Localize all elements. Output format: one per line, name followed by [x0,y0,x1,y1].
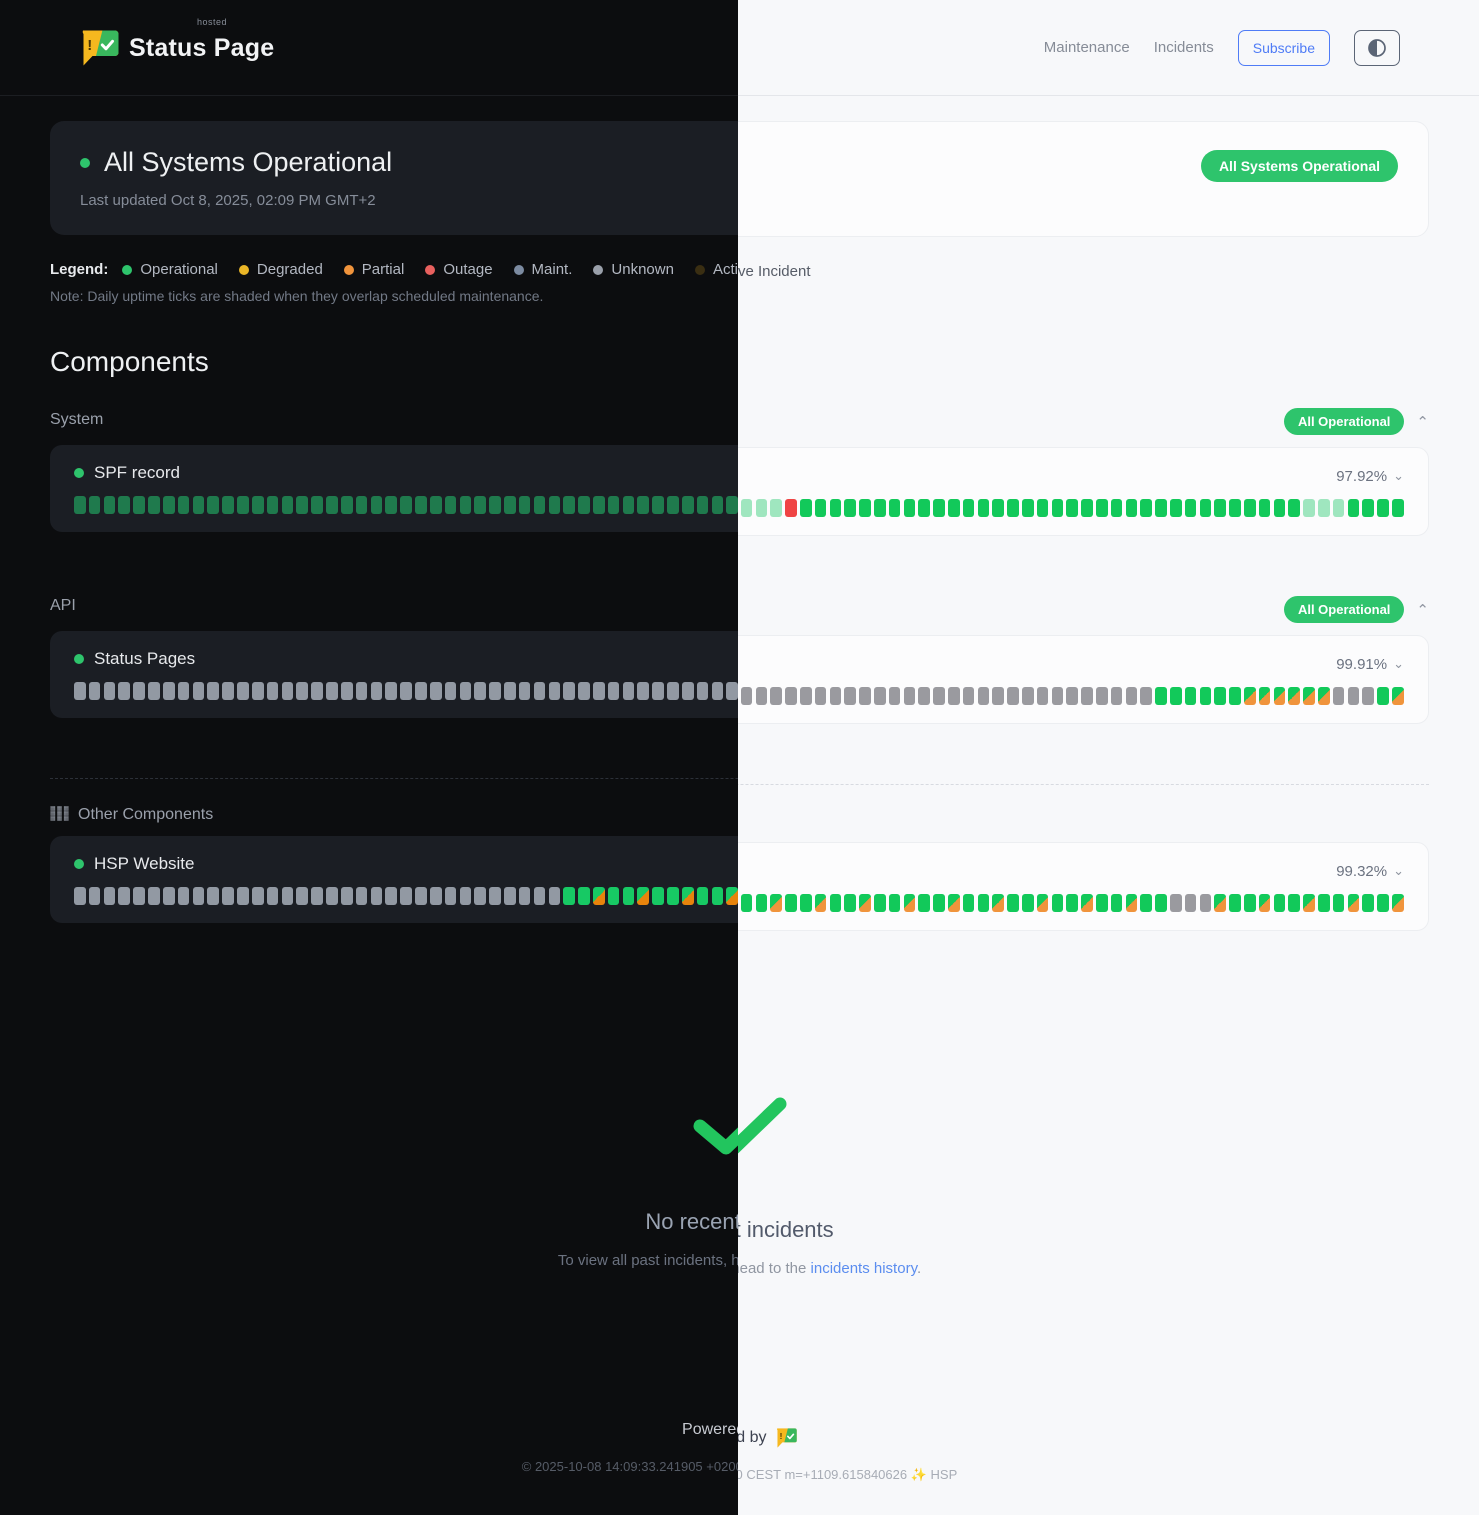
svg-text:!: ! [87,37,92,54]
svg-text:!: ! [780,1432,783,1441]
